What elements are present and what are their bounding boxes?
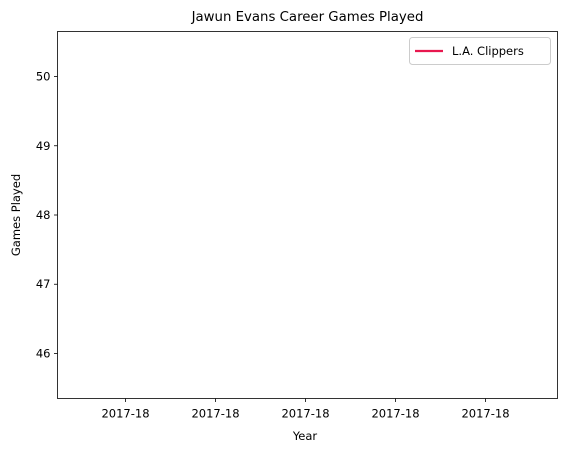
y-tick-label: 48 [36, 208, 51, 222]
x-tick-label: 2017-18 [371, 407, 419, 421]
y-axis-ticks: 46 47 48 49 50 [36, 70, 58, 360]
x-tick-label: 2017-18 [461, 407, 509, 421]
x-tick-label: 2017-18 [281, 407, 329, 421]
y-tick-label: 50 [36, 70, 51, 84]
x-axis-ticks: 2017-18 2017-18 2017-18 2017-18 2017-18 [101, 398, 510, 421]
plot-frame [57, 31, 558, 399]
legend-box [409, 37, 551, 65]
chart-title: Jawun Evans Career Games Played [191, 10, 424, 25]
x-tick-label: 2017-18 [191, 407, 239, 421]
y-tick-label: 47 [36, 277, 51, 291]
x-tick-label: 2017-18 [101, 407, 149, 421]
legend-label-clippers: L.A. Clippers [452, 44, 524, 58]
y-tick-label: 46 [36, 346, 51, 360]
y-axis-label: Games Played [9, 174, 23, 256]
x-axis-label: Year [292, 429, 318, 443]
plot-area [57, 31, 558, 399]
legend: L.A. Clippers [409, 37, 551, 65]
y-tick-label: 49 [36, 139, 51, 153]
